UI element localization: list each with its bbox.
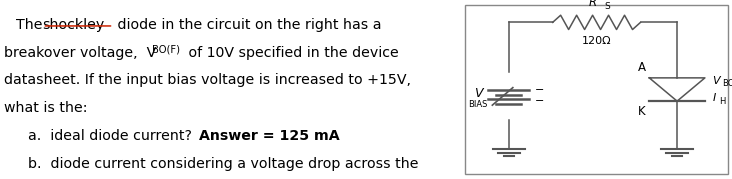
Text: 120Ω: 120Ω (582, 36, 611, 46)
Text: −: − (535, 84, 545, 95)
Text: R: R (589, 0, 597, 9)
Text: S: S (604, 2, 610, 11)
Text: The: The (16, 18, 47, 32)
Text: datasheet. If the input bias voltage is increased to +15V,: datasheet. If the input bias voltage is … (4, 73, 411, 87)
Text: A: A (638, 61, 646, 74)
Text: V: V (712, 76, 720, 86)
Text: diode in the circuit on the right has a: diode in the circuit on the right has a (113, 18, 382, 32)
Text: BIAS: BIAS (468, 100, 488, 109)
Text: K: K (638, 105, 646, 118)
Text: H: H (720, 97, 726, 106)
Text: shockley: shockley (42, 18, 105, 32)
Text: BO(F): BO(F) (152, 45, 179, 55)
Text: V: V (474, 88, 482, 100)
Text: I: I (712, 93, 715, 103)
Text: breakover voltage,  V: breakover voltage, V (4, 46, 156, 60)
Text: Answer = 125 mA: Answer = 125 mA (199, 129, 340, 143)
Text: what is the:: what is the: (4, 101, 87, 115)
Text: a.  ideal diode current?: a. ideal diode current? (28, 129, 205, 143)
Text: −: − (535, 96, 545, 106)
Text: of 10V specified in the device: of 10V specified in the device (184, 46, 399, 60)
Text: b.  diode current considering a voltage drop across the: b. diode current considering a voltage d… (28, 157, 418, 171)
Text: BO(F): BO(F) (722, 79, 732, 88)
Bar (465, 5, 728, 174)
